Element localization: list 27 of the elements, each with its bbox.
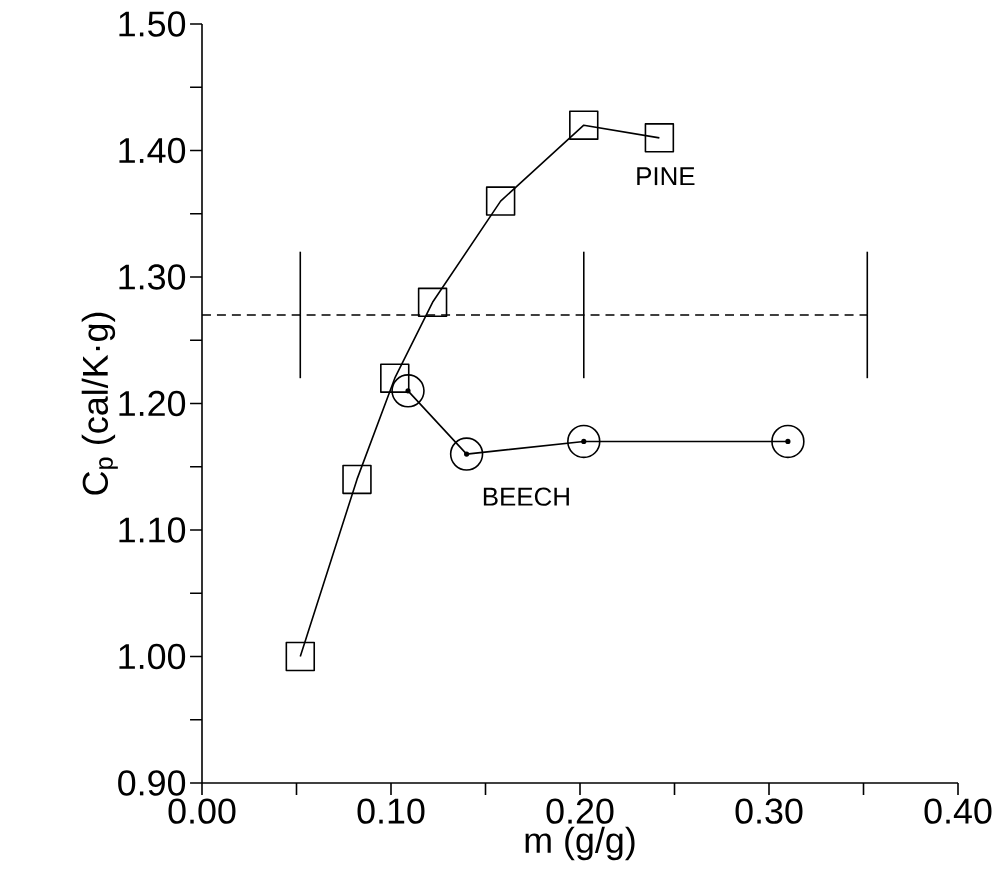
point (567, 424, 601, 459)
point (449, 437, 484, 471)
y-axis-title: C$_{p}$ (cal/K·g) (81, 312, 118, 495)
y-tick-label: 1.10 (119, 517, 186, 543)
y-tick-label: 0.90 (118, 770, 186, 796)
point (569, 110, 599, 140)
point (380, 363, 410, 393)
series-label: BEECH (483, 487, 569, 506)
point (771, 424, 805, 459)
point (644, 123, 675, 153)
y-tick-label: 1.30 (119, 264, 186, 290)
point (391, 374, 425, 408)
x-axis-title: m (g/g) (525, 826, 635, 861)
x-tick-label: 0.30 (735, 798, 803, 824)
point (485, 186, 516, 216)
point (417, 287, 448, 318)
x-tick-label: 0.10 (357, 798, 425, 824)
y-tick-label: 1.50 (119, 11, 186, 37)
point (285, 641, 316, 672)
x-tick-label: 0.40 (924, 798, 992, 824)
point (342, 464, 372, 495)
y-tick-label: 1.20 (119, 390, 186, 417)
y-tick-label: 1.00 (119, 643, 186, 670)
x-tick-label: 0.00 (168, 798, 236, 824)
x-tick-label: 0.20 (546, 798, 614, 824)
series-label: PINE (637, 167, 695, 186)
y-tick-label: 1.40 (119, 137, 186, 164)
